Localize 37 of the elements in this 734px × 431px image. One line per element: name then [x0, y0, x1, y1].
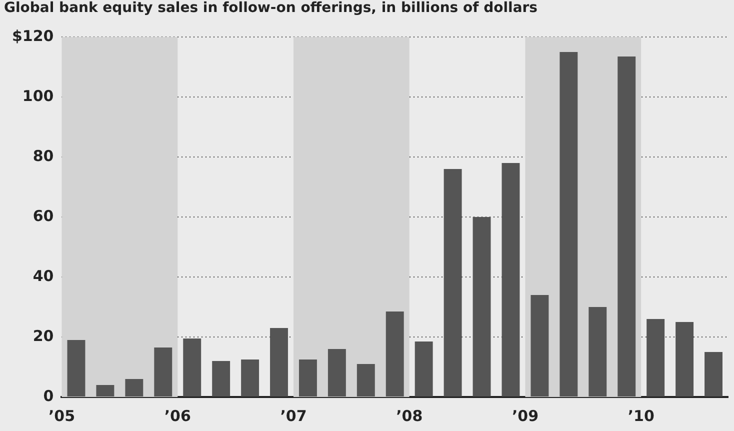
bar — [212, 361, 230, 396]
bar — [67, 340, 86, 396]
x-tick-label: ’08 — [396, 406, 423, 425]
y-tick-label: 80 — [32, 146, 54, 165]
bar — [241, 360, 260, 396]
y-tick-label: 40 — [32, 266, 54, 285]
bar — [298, 360, 317, 396]
y-tick-label: 60 — [32, 206, 54, 225]
bar — [154, 348, 172, 396]
y-tick-label: 20 — [32, 326, 54, 345]
bar — [386, 312, 404, 396]
x-tick-label: ’06 — [164, 406, 191, 425]
bar — [618, 56, 636, 396]
bar — [356, 364, 375, 396]
x-tick-label: ’09 — [512, 406, 539, 425]
bar — [502, 163, 520, 396]
bar — [704, 352, 722, 396]
y-tick-label: $120 — [12, 26, 54, 45]
bar — [96, 385, 114, 396]
bar — [183, 338, 202, 396]
bar — [646, 319, 665, 396]
bar — [588, 307, 607, 396]
x-tick-label: ’05 — [48, 406, 76, 425]
bar — [270, 328, 288, 396]
bar — [444, 169, 462, 396]
chart-title: Global bank equity sales in follow-on offerings, in billions of dollars — [4, 0, 538, 16]
bar — [125, 379, 144, 396]
x-tick-label: ’10 — [628, 406, 654, 425]
bar — [530, 295, 549, 396]
bar — [676, 322, 694, 396]
bar — [414, 342, 433, 396]
y-tick-label: 100 — [22, 86, 54, 105]
y-tick-label: 0 — [43, 386, 54, 405]
bar — [472, 217, 491, 396]
bar — [328, 349, 346, 396]
bar — [560, 52, 578, 396]
x-tick-label: ’07 — [280, 406, 307, 425]
